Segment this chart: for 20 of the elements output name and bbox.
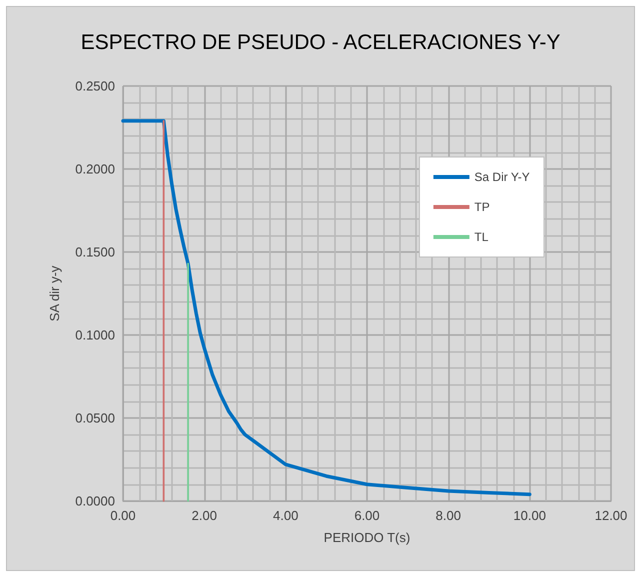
x-axis-title: PERIODO T(s) [324, 530, 410, 545]
x-tick-label: 10.00 [513, 508, 546, 523]
x-tick-label: 6.00 [354, 508, 380, 523]
y-tick-label: 0.1000 [75, 328, 115, 342]
chart-title: ESPECTRO DE PSEUDO - ACELERACIONES Y-Y [80, 31, 560, 54]
legend-label: TL [474, 230, 489, 244]
x-tick-label: 2.00 [192, 508, 217, 523]
y-axis-title: SA dir y-y [47, 265, 62, 322]
x-tick-label: 12.00 [594, 508, 628, 523]
y-tick-label: 0.0500 [75, 410, 115, 426]
x-tick-label: 0.00 [110, 508, 136, 523]
y-tick-label: 0.1500 [75, 244, 115, 260]
x-tick-label: 8.00 [436, 508, 461, 523]
x-tick-label: 4.00 [273, 508, 298, 523]
line-series [121, 119, 532, 496]
legend-label: Sa Dir Y-Y [474, 170, 530, 184]
legend-label: TP [474, 200, 490, 214]
y-tick-label: 0.2000 [75, 162, 115, 176]
y-tick-label: 0.0000 [75, 494, 115, 508]
y-tick-label: 0.2500 [75, 78, 115, 94]
